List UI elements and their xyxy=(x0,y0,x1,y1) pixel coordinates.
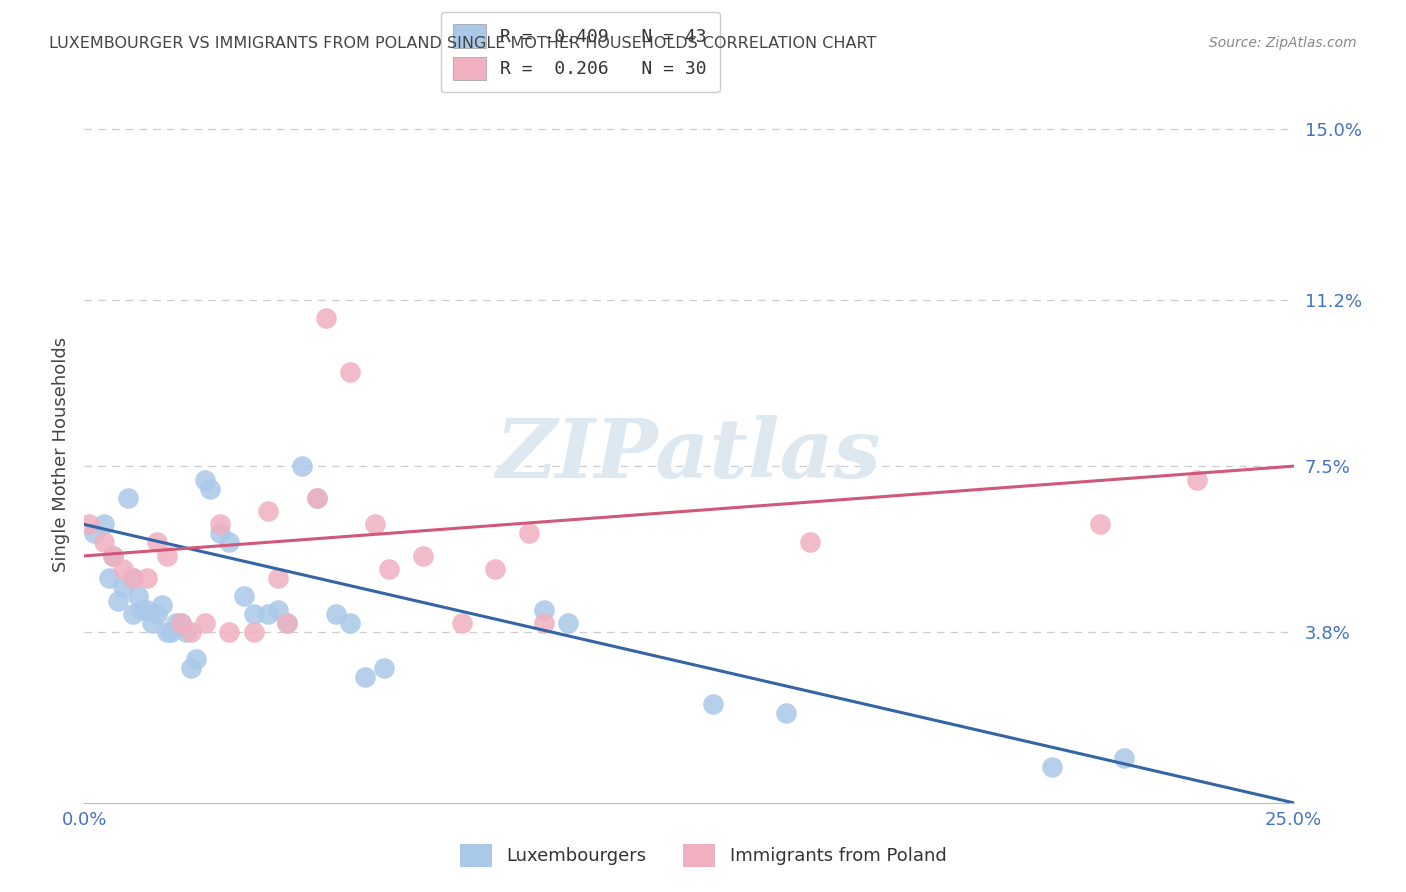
Point xyxy=(218,625,240,640)
Point xyxy=(121,571,143,585)
Text: ZIPatlas: ZIPatlas xyxy=(496,415,882,495)
Point xyxy=(1040,760,1063,774)
Text: LUXEMBOURGER VS IMMIGRANTS FROM POLAND SINGLE MOTHER HOUSEHOLDS CORRELATION CHAR: LUXEMBOURGER VS IMMIGRANTS FROM POLAND S… xyxy=(49,36,876,51)
Point xyxy=(257,607,280,622)
Point xyxy=(517,526,540,541)
Point xyxy=(83,526,105,541)
Point xyxy=(242,607,264,622)
Point xyxy=(194,616,217,631)
Point xyxy=(557,616,579,631)
Point xyxy=(373,661,395,675)
Point xyxy=(208,517,231,532)
Point xyxy=(107,594,129,608)
Point xyxy=(150,599,173,613)
Point xyxy=(180,625,202,640)
Point xyxy=(315,311,337,326)
Point xyxy=(1185,473,1208,487)
Point xyxy=(136,571,159,585)
Point xyxy=(218,535,240,549)
Point xyxy=(165,616,187,631)
Point xyxy=(363,517,385,532)
Point xyxy=(155,549,177,563)
Point xyxy=(97,571,120,585)
Point xyxy=(198,482,221,496)
Point xyxy=(325,607,347,622)
Point xyxy=(208,526,231,541)
Point xyxy=(267,571,290,585)
Y-axis label: Single Mother Households: Single Mother Households xyxy=(52,337,70,573)
Point xyxy=(160,625,183,640)
Point xyxy=(184,652,207,666)
Point xyxy=(112,562,135,576)
Point xyxy=(112,580,135,594)
Point xyxy=(484,562,506,576)
Point xyxy=(180,661,202,675)
Point xyxy=(103,549,125,563)
Point xyxy=(702,697,724,711)
Text: Source: ZipAtlas.com: Source: ZipAtlas.com xyxy=(1209,36,1357,50)
Point xyxy=(267,603,290,617)
Point xyxy=(93,517,115,532)
Point xyxy=(155,625,177,640)
Point xyxy=(450,616,472,631)
Point xyxy=(141,616,163,631)
Point xyxy=(533,616,555,631)
Point xyxy=(276,616,298,631)
Point xyxy=(77,517,100,532)
Point xyxy=(354,670,377,684)
Point xyxy=(146,535,169,549)
Point xyxy=(121,571,143,585)
Legend: R = -0.409   N = 43, R =  0.206   N = 30: R = -0.409 N = 43, R = 0.206 N = 30 xyxy=(440,12,720,93)
Point xyxy=(412,549,434,563)
Legend: Luxembourgers, Immigrants from Poland: Luxembourgers, Immigrants from Poland xyxy=(453,837,953,874)
Point xyxy=(1114,751,1136,765)
Point xyxy=(131,603,153,617)
Point xyxy=(174,625,197,640)
Point xyxy=(242,625,264,640)
Point xyxy=(1088,517,1111,532)
Point xyxy=(170,616,193,631)
Point xyxy=(103,549,125,563)
Point xyxy=(533,603,555,617)
Point xyxy=(291,459,314,474)
Point xyxy=(305,491,328,505)
Point xyxy=(775,706,797,720)
Point xyxy=(194,473,217,487)
Point xyxy=(233,590,256,604)
Point xyxy=(799,535,821,549)
Point xyxy=(93,535,115,549)
Point xyxy=(339,616,361,631)
Point xyxy=(127,590,149,604)
Point xyxy=(146,607,169,622)
Point xyxy=(257,504,280,518)
Point xyxy=(121,607,143,622)
Point xyxy=(117,491,139,505)
Point xyxy=(339,365,361,379)
Point xyxy=(378,562,401,576)
Point xyxy=(136,603,159,617)
Point xyxy=(305,491,328,505)
Point xyxy=(170,616,193,631)
Point xyxy=(276,616,298,631)
